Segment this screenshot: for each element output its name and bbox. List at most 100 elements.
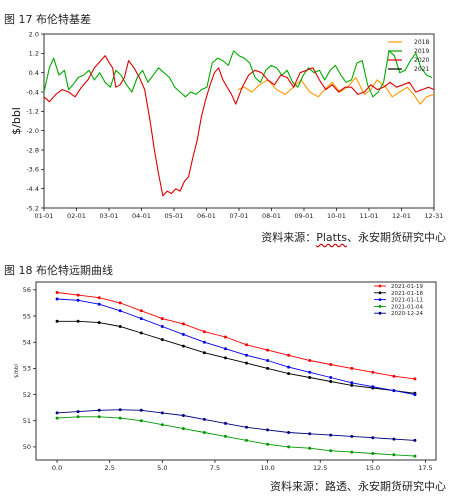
- data-point-2020-12-24: [224, 421, 227, 425]
- legend-marker-2021-01-19: [378, 284, 382, 288]
- data-point-2021-01-19: [350, 366, 354, 370]
- y-tick-label: 51: [23, 417, 31, 425]
- legend-label-2021-01-18: 2021-01-18: [391, 291, 423, 297]
- source-name: Platts: [316, 231, 347, 244]
- data-point-2021-01-11: [287, 365, 291, 369]
- data-point-2021-01-04: [392, 453, 396, 457]
- y-tick-label: 1.2: [29, 50, 39, 58]
- data-point-2021-01-18: [266, 366, 270, 370]
- series-line-2018: [237, 76, 435, 105]
- data-point-2021-01-04: [329, 449, 333, 453]
- y-tick-label: -5.2: [26, 204, 39, 212]
- legend-marker-2021-01-11: [378, 298, 382, 301]
- basis-chart: 2.0 1.2 0.4 -0.4 -1.2 -2.0 -2.8 -3.6 -4.4 -5.201-…: [10, 30, 444, 220]
- data-point-2021-01-19: [413, 377, 417, 381]
- data-point-2020-12-24: [160, 411, 164, 415]
- x-tick-label: 08-01: [262, 212, 281, 220]
- data-point-2021-01-04: [160, 423, 164, 427]
- y-tick-label: -1.2: [26, 108, 39, 116]
- data-point-2021-01-18: [76, 319, 80, 323]
- y-tick-label: 53: [23, 365, 31, 373]
- data-point-2021-01-04: [245, 438, 248, 442]
- data-point-2021-01-18: [287, 372, 291, 376]
- figure-17-source: 资料来源：Platts、永安期货研究中心: [261, 229, 446, 245]
- data-point-2021-01-18: [245, 361, 248, 365]
- y-tick-label: 2.0: [29, 30, 39, 38]
- data-point-2020-12-24: [202, 417, 206, 421]
- data-point-2021-01-11: [245, 353, 248, 357]
- x-tick-label: 07-01: [230, 212, 249, 220]
- series-line-2019: [43, 50, 433, 98]
- x-tick-label: 12.5: [313, 464, 327, 472]
- data-point-2021-01-19: [160, 317, 164, 321]
- data-point-2021-01-18: [118, 325, 122, 328]
- x-tick-label: 5.0: [157, 464, 167, 472]
- x-tick-label: 09-01: [295, 212, 314, 220]
- data-point-2020-12-24: [392, 437, 396, 441]
- data-point-2021-01-18: [160, 338, 164, 342]
- legend-label-2020-12-24: 2020-12-24: [391, 311, 423, 317]
- data-point-2021-01-19: [308, 359, 312, 362]
- series-line-2021-01-04: [57, 416, 415, 457]
- x-tick-label: 03-01: [100, 212, 119, 220]
- data-point-2021-01-11: [97, 302, 101, 306]
- data-point-2021-01-04: [266, 442, 270, 446]
- x-tick-label: 10.0: [260, 464, 274, 472]
- y-tick-label: 56: [23, 286, 31, 294]
- data-point-2021-01-18: [329, 380, 333, 383]
- data-point-2020-12-24: [350, 434, 354, 438]
- data-point-2020-12-24: [76, 410, 80, 414]
- data-point-2020-12-24: [287, 431, 291, 434]
- data-point-2021-01-11: [392, 389, 396, 393]
- series-line-2020-12-24: [57, 409, 415, 441]
- data-point-2021-01-11: [350, 381, 354, 385]
- data-point-2021-01-04: [350, 450, 354, 454]
- x-tick-label: 05-01: [165, 212, 184, 220]
- x-tick-label: 12-31: [425, 212, 444, 220]
- data-point-2021-01-19: [329, 363, 333, 366]
- data-point-2021-01-04: [139, 419, 143, 423]
- series-line-2021-01-18: [57, 320, 415, 394]
- data-point-2020-12-24: [371, 436, 375, 440]
- legend-label-2019: 2019: [414, 48, 429, 55]
- x-tick-label: 0.0: [52, 464, 62, 472]
- data-point-2021-01-19: [287, 353, 291, 357]
- x-tick-label: 2.5: [105, 464, 115, 472]
- figure-18-title: 图 18 布伦特远期曲线: [4, 264, 113, 277]
- legend-marker-2020-12-24: [378, 311, 382, 315]
- data-point-2021-01-04: [287, 445, 291, 449]
- series-line-2021-01-19: [57, 292, 415, 380]
- y-tick-label: -4.4: [26, 185, 39, 193]
- series-line-2021-01-11: [57, 298, 415, 396]
- data-point-2021-01-11: [55, 297, 59, 301]
- data-point-2021-01-18: [308, 376, 312, 379]
- data-point-2021-01-18: [181, 344, 185, 348]
- figure-18-source: 资料来源：路透、永安期货研究中心: [270, 480, 446, 493]
- data-point-2021-01-04: [181, 427, 185, 431]
- y-tick-label: -2.0: [26, 127, 39, 135]
- data-point-2020-12-24: [181, 414, 185, 417]
- legend-label-2020: 2020: [414, 57, 429, 64]
- x-tick-label: 12-01: [392, 212, 411, 220]
- data-point-2021-01-11: [139, 317, 143, 321]
- data-point-2020-12-24: [118, 408, 122, 412]
- plot-frame: [43, 33, 435, 209]
- data-point-2021-01-04: [413, 454, 417, 458]
- data-point-2020-12-24: [55, 411, 59, 415]
- data-point-2021-01-11: [118, 309, 122, 313]
- plot-frame: [35, 281, 437, 461]
- x-tick-label: 01-01: [35, 212, 54, 220]
- legend-label-2021-01-19: 2021-01-19: [391, 284, 423, 290]
- data-point-2021-01-04: [55, 416, 59, 420]
- data-point-2021-01-04: [118, 416, 122, 420]
- data-point-2020-12-24: [266, 428, 270, 432]
- y-tick-label: -3.6: [26, 166, 39, 174]
- data-point-2021-01-11: [76, 298, 80, 302]
- x-tick-label: 06-01: [197, 212, 216, 220]
- data-point-2021-01-11: [202, 340, 206, 344]
- data-point-2021-01-18: [97, 321, 101, 325]
- x-tick-label: 04-01: [132, 212, 151, 220]
- y-tick-label: -0.4: [26, 88, 39, 96]
- data-point-2021-01-18: [224, 356, 227, 360]
- y-tick-label: 52: [23, 391, 31, 399]
